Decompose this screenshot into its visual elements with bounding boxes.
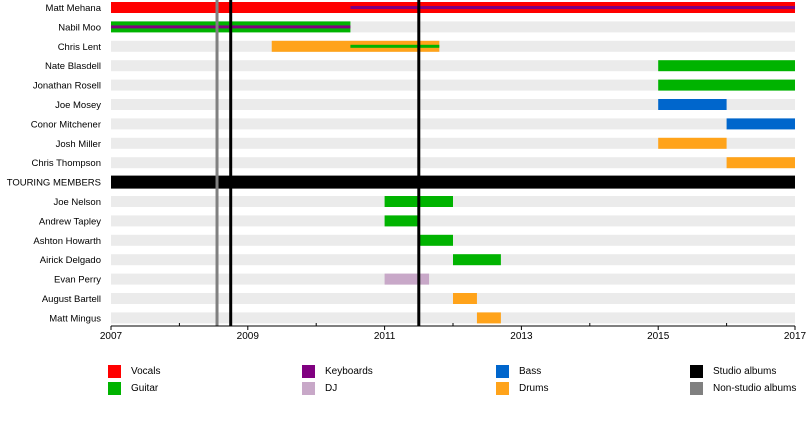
member-bar-drums: [726, 157, 795, 169]
member-bar-guitar: [384, 215, 419, 227]
member-label: Matt Mingus: [49, 313, 101, 324]
row-stripe: [111, 137, 795, 149]
member-label: Nate Blasdell: [45, 61, 101, 72]
member-label: Evan Perry: [54, 275, 101, 286]
member-label: Andrew Tapley: [39, 216, 101, 227]
member-bar-drums: [476, 312, 501, 324]
member-label: Joe Mosey: [55, 100, 101, 111]
member-bar-drums: [453, 293, 477, 304]
member-label: Chris Thompson: [31, 158, 101, 169]
row-stripe: [111, 40, 795, 52]
member-bar-guitar: [453, 254, 501, 266]
member-label: Joe Nelson: [53, 197, 101, 208]
row-stripe: [111, 273, 795, 285]
row-stripe: [111, 215, 795, 227]
row-stripe: [111, 60, 795, 72]
member-bar-guitar: [658, 79, 795, 91]
member-label: Jonathan Rosell: [33, 81, 101, 92]
member-label: August Bartell: [42, 294, 101, 305]
member-bar-guitar: [350, 44, 440, 48]
x-tick-label: 2009: [237, 331, 260, 342]
member-label: Conor Mitchener: [31, 119, 101, 130]
member-bar-bass: [658, 99, 727, 110]
section-header-label: TOURING MEMBERS: [7, 178, 101, 189]
member-bar-guitar: [658, 60, 795, 72]
member-bar-bass: [726, 118, 795, 130]
x-tick-label: 2015: [647, 331, 670, 342]
row-stripe: [111, 118, 795, 130]
member-bar-drums: [658, 137, 727, 149]
x-tick-label: 2011: [374, 331, 396, 342]
row-stripe: [111, 99, 795, 110]
row-stripe: [111, 79, 795, 91]
member-label: Chris Lent: [58, 42, 102, 53]
row-stripe: [111, 157, 795, 169]
member-bar-guitar: [418, 234, 453, 246]
member-label: Airick Delgado: [40, 255, 101, 266]
x-tick-label: 2017: [784, 331, 807, 342]
member-bar-keyboards: [350, 6, 795, 9]
touring-members-divider: [111, 175, 795, 189]
row-stripe: [111, 21, 795, 33]
member-label: Nabil Moo: [58, 22, 101, 33]
member-label: Josh Miller: [56, 139, 101, 150]
row-stripe: [111, 312, 795, 324]
x-tick-label: 2013: [510, 331, 533, 342]
member-label: Matt Mehana: [46, 3, 102, 14]
member-bar-dj: [384, 273, 430, 285]
member-label: Ashton Howarth: [33, 236, 101, 247]
x-tick-label: 2007: [100, 331, 123, 342]
